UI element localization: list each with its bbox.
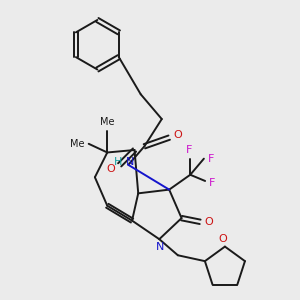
- Text: F: F: [209, 178, 216, 188]
- Text: O: O: [106, 164, 116, 174]
- Text: Me: Me: [100, 116, 115, 127]
- Text: N: N: [156, 242, 165, 252]
- Text: F: F: [208, 154, 214, 164]
- Text: Me: Me: [70, 139, 85, 149]
- Text: H: H: [114, 158, 123, 167]
- Text: F: F: [186, 145, 192, 155]
- Text: N: N: [125, 158, 134, 167]
- Text: O: O: [218, 234, 227, 244]
- Text: O: O: [205, 217, 213, 227]
- Text: O: O: [173, 130, 182, 140]
